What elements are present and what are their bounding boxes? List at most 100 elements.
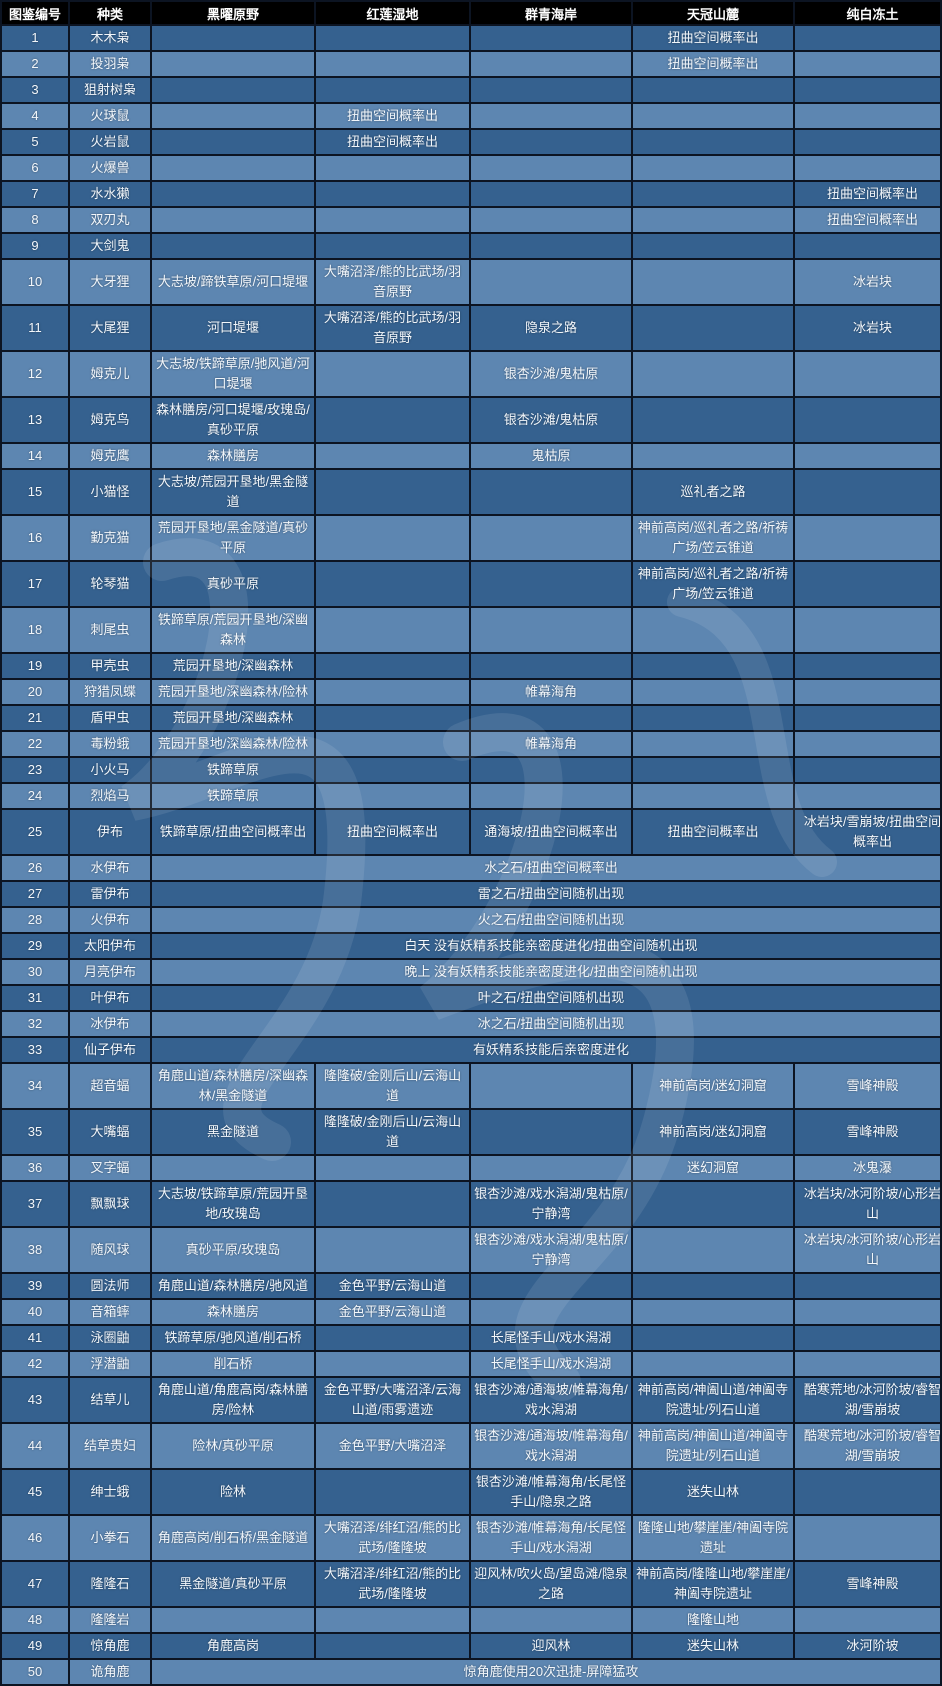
location-cell	[316, 732, 469, 756]
dex-number-cell: 33	[2, 1038, 68, 1062]
location-cell: 扭曲空间概率出	[316, 130, 469, 154]
table-row: 42 浮潜鼬 削石桥 长尾怪手山/戏水潟湖	[2, 1352, 940, 1376]
dex-number-cell: 18	[2, 608, 68, 652]
dex-number-cell: 21	[2, 706, 68, 730]
merged-note-cell: 叶之石/扭曲空间随机出现	[152, 986, 940, 1010]
species-cell: 月亮伊布	[70, 960, 150, 984]
location-cell	[471, 562, 631, 606]
header-cobalt-coastlands: 群青海岸	[471, 2, 631, 24]
location-cell: 荒园开垦地/深幽森林/险林	[152, 732, 314, 756]
location-cell: 真砂平原	[152, 562, 314, 606]
dex-number-cell: 16	[2, 516, 68, 560]
location-cell	[316, 706, 469, 730]
location-cell: 铁蹄草原/荒园开垦地/深幽森林	[152, 608, 314, 652]
dex-number-cell: 45	[2, 1470, 68, 1514]
species-cell: 大嘴蝠	[70, 1110, 150, 1154]
location-cell	[633, 156, 793, 180]
table-row: 12 姆克儿 大志坡/铁蹄草原/驰风道/河口堤堰 银杏沙滩/鬼枯原	[2, 352, 940, 396]
location-cell	[633, 1352, 793, 1376]
table-row: 2 投羽枭 扭曲空间概率出	[2, 52, 940, 76]
merged-note-cell: 冰之石/扭曲空间随机出现	[152, 1012, 940, 1036]
species-cell: 隆隆石	[70, 1562, 150, 1606]
dex-number-cell: 5	[2, 130, 68, 154]
location-cell	[795, 732, 940, 756]
dex-number-cell: 25	[2, 810, 68, 854]
merged-note-cell: 火之石/扭曲空间随机出现	[152, 908, 940, 932]
table-row: 46 小拳石 角鹿高岗/削石桥/黑金隧道 大嘴沼泽/绯红沼/熊的比武场/隆隆坡 银杏…	[2, 1516, 940, 1560]
location-cell: 帷幕海角	[471, 680, 631, 704]
location-cell: 银杏沙滩/鬼枯原	[471, 352, 631, 396]
location-cell: 黑金隧道	[152, 1110, 314, 1154]
location-cell: 角鹿山道/森林膳房/深幽森林/黑金隧道	[152, 1064, 314, 1108]
location-cell	[795, 444, 940, 468]
location-cell: 银杏沙滩/戏水潟湖/鬼枯原/宁静湾	[471, 1182, 631, 1226]
species-cell: 叉字蝠	[70, 1156, 150, 1180]
location-cell	[316, 1182, 469, 1226]
location-cell: 荒园开垦地/黑金隧道/真砂平原	[152, 516, 314, 560]
location-cell	[795, 680, 940, 704]
dex-number-cell: 12	[2, 352, 68, 396]
location-cell: 银杏沙滩/帷幕海角/长尾怪手山/隐泉之路	[471, 1470, 631, 1514]
species-cell: 伊布	[70, 810, 150, 854]
header-alabaster-icelands: 纯白冻土	[795, 2, 940, 24]
table-row: 23 小火马 铁蹄草原	[2, 758, 940, 782]
table-row: 14 姆克鹰 森林膳房 鬼枯原	[2, 444, 940, 468]
table-row: 35 大嘴蝠 黑金隧道 隆隆破/金刚后山/云海山道 神前高岗/迷幻洞窟 雪峰神殿	[2, 1110, 940, 1154]
table-row: 24 烈焰马 铁蹄草原	[2, 784, 940, 808]
location-cell	[471, 706, 631, 730]
dex-number-cell: 29	[2, 934, 68, 958]
species-cell: 诡角鹿	[70, 1660, 150, 1684]
location-cell: 铁蹄草原/驰风道/削石桥	[152, 1326, 314, 1350]
location-cell: 银杏沙滩/帷幕海角/长尾怪手山/戏水潟湖	[471, 1516, 631, 1560]
location-cell: 酷寒荒地/冰河阶坡/睿智湖/雪崩坡	[795, 1378, 940, 1422]
header-coronet-highlands: 天冠山麓	[633, 2, 793, 24]
table-row: 34 超音蝠 角鹿山道/森林膳房/深幽森林/黑金隧道 隆隆破/金刚后山/云海山道 神…	[2, 1064, 940, 1108]
table-row: 17 轮琴猫 真砂平原 神前高岗/巡礼者之路/祈祷广场/笠云锥道	[2, 562, 940, 606]
location-cell	[633, 654, 793, 678]
location-cell	[471, 26, 631, 50]
location-cell	[316, 1156, 469, 1180]
table-row: 36 叉字蝠 迷幻洞窟 冰鬼瀑	[2, 1156, 940, 1180]
dex-number-cell: 32	[2, 1012, 68, 1036]
location-cell: 险林/真砂平原	[152, 1424, 314, 1468]
dex-number-cell: 48	[2, 1608, 68, 1632]
location-cell	[633, 234, 793, 258]
location-cell: 鬼枯原	[471, 444, 631, 468]
table-row: 40 音箱蟀 森林膳房 金色平野/云海山道	[2, 1300, 940, 1324]
location-cell: 荒园开垦地/深幽森林	[152, 654, 314, 678]
location-cell: 银杏沙滩/鬼枯原	[471, 398, 631, 442]
location-cell	[633, 306, 793, 350]
location-cell	[633, 732, 793, 756]
location-cell	[795, 1608, 940, 1632]
location-cell	[795, 1516, 940, 1560]
header-pokedex-number: 图鉴编号	[2, 2, 68, 24]
location-cell	[795, 654, 940, 678]
location-cell	[471, 1156, 631, 1180]
location-cell	[316, 234, 469, 258]
table-row: 4 火球鼠 扭曲空间概率出	[2, 104, 940, 128]
location-cell	[316, 470, 469, 514]
merged-note-cell: 水之石/扭曲空间概率出	[152, 856, 940, 880]
table-row: 21 盾甲虫 荒园开垦地/深幽森林	[2, 706, 940, 730]
header-crimson-mirelands: 红莲湿地	[316, 2, 469, 24]
location-cell	[152, 1608, 314, 1632]
species-cell: 姆克鹰	[70, 444, 150, 468]
location-cell	[633, 1228, 793, 1272]
location-cell	[795, 758, 940, 782]
dex-number-cell: 42	[2, 1352, 68, 1376]
species-cell: 毒粉蛾	[70, 732, 150, 756]
table-row: 45 绅士蛾 险林 银杏沙滩/帷幕海角/长尾怪手山/隐泉之路 迷失山林	[2, 1470, 940, 1514]
species-cell: 惊角鹿	[70, 1634, 150, 1658]
table-row: 33 仙子伊布 有妖精系技能后亲密度进化	[2, 1038, 940, 1062]
location-cell: 神前高岗/迷幻洞窟	[633, 1110, 793, 1154]
location-cell: 神前高岗/隆隆山地/攀崖崖/神阖寺院遗址	[633, 1562, 793, 1606]
location-cell: 迷幻洞窟	[633, 1156, 793, 1180]
location-cell: 银杏沙滩/戏水潟湖/鬼枯原/宁静湾	[471, 1228, 631, 1272]
table-row: 41 泳圈鼬 铁蹄草原/驰风道/削石桥 长尾怪手山/戏水潟湖	[2, 1326, 940, 1350]
table-row: 8 双刃丸 扭曲空间概率出	[2, 208, 940, 232]
species-cell: 烈焰马	[70, 784, 150, 808]
location-cell: 大嘴沼泽/绯红沼/熊的比武场/隆隆坡	[316, 1516, 469, 1560]
location-cell: 长尾怪手山/戏水潟湖	[471, 1352, 631, 1376]
table-row: 7 水水獭 扭曲空间概率出	[2, 182, 940, 206]
